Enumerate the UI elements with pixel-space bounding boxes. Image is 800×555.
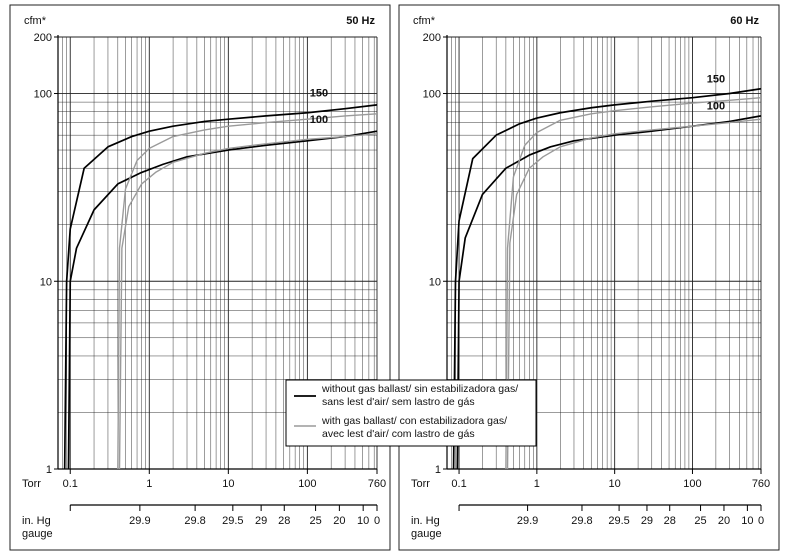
x-tick-label: 100 [298, 478, 316, 490]
chart-title: 60 Hz [730, 15, 759, 27]
secondary-axis-label-2: gauge [22, 528, 53, 540]
x-tick-label: 10 [609, 478, 621, 490]
legend-with-line2: avec lest d'air/ com lastro de gás [322, 428, 475, 440]
secondary-axis-tick-label: 29.8 [571, 515, 592, 527]
secondary-axis-tick-label: 29.9 [517, 515, 538, 527]
x-tick-label: 0.1 [451, 478, 466, 490]
secondary-axis-tick-label: 25 [309, 515, 321, 527]
series-line-with-gas-ballast-2 [117, 113, 378, 470]
series-line-with-gas-ballast-3 [118, 133, 378, 470]
y-axis-label: cfm* [413, 15, 436, 27]
secondary-axis-label-2: gauge [411, 528, 442, 540]
secondary-axis-tick-label: 29.5 [608, 515, 629, 527]
curve-label: 100 [310, 114, 328, 126]
x-tick-label: 760 [368, 478, 386, 490]
grid [57, 36, 378, 470]
panel-frame [398, 4, 780, 551]
secondary-axis-tick-label: 28 [278, 515, 290, 527]
series-line-with-gas-ballast-2 [505, 97, 762, 470]
y-tick-label: 100 [423, 89, 441, 101]
x-tick-label: 10 [222, 478, 234, 490]
y-tick-label: 10 [40, 276, 52, 288]
y-tick-label: 200 [423, 32, 441, 44]
secondary-axis-tick-label: 0 [374, 515, 380, 527]
x-tick-label: 0.1 [63, 478, 78, 490]
series-line-without-gas-ballast-1 [67, 130, 378, 470]
series-line-without-gas-ballast-0 [452, 87, 762, 470]
series-line-without-gas-ballast-0 [63, 104, 378, 470]
x-axis-label: Torr [411, 478, 430, 490]
secondary-axis-tick-label: 29 [255, 515, 267, 527]
y-tick-label: 200 [34, 32, 52, 44]
secondary-axis-label: in. Hg [22, 515, 51, 527]
secondary-axis-tick-label: 29.9 [129, 515, 150, 527]
panel-frame [9, 4, 391, 551]
secondary-axis-tick-label: 20 [718, 515, 730, 527]
secondary-axis-tick-label: 29 [641, 515, 653, 527]
secondary-axis-tick-label: 0 [758, 515, 764, 527]
x-tick-label: 1 [146, 478, 152, 490]
secondary-axis-tick-label: 28 [664, 515, 676, 527]
x-axis-label: Torr [22, 478, 41, 490]
legend-without-line1: without gas ballast/ sin estabilizadora … [321, 383, 518, 395]
y-tick-label: 1 [435, 464, 441, 476]
x-tick-label: 760 [752, 478, 770, 490]
x-tick-label: 1 [534, 478, 540, 490]
secondary-axis-tick-label: 10 [357, 515, 369, 527]
legend-with-line1: with gas ballast/ con estabilizadora gas… [321, 415, 507, 427]
y-tick-label: 10 [429, 276, 441, 288]
y-tick-label: 100 [34, 89, 52, 101]
secondary-axis-tick-label: 29.5 [222, 515, 243, 527]
curve-label: 150 [310, 87, 328, 99]
secondary-axis-tick-label: 10 [741, 515, 753, 527]
secondary-axis-tick-label: 25 [694, 515, 706, 527]
y-axis-label: cfm* [24, 15, 47, 27]
curve-label: 100 [707, 101, 725, 113]
curve-label: 150 [707, 74, 725, 86]
secondary-axis-label: in. Hg [411, 515, 440, 527]
legend-box [285, 379, 537, 447]
y-tick-label: 1 [46, 464, 52, 476]
secondary-axis-tick-label: 29.8 [184, 515, 205, 527]
x-tick-label: 100 [683, 478, 701, 490]
legend: without gas ballast/ sin estabilizadora … [285, 379, 537, 447]
chart-title: 50 Hz [346, 15, 375, 27]
series-line-with-gas-ballast-3 [506, 118, 762, 470]
legend-without-line2: sans lest d'air/ sem lastro de gás [322, 396, 475, 408]
secondary-axis-tick-label: 20 [333, 515, 345, 527]
